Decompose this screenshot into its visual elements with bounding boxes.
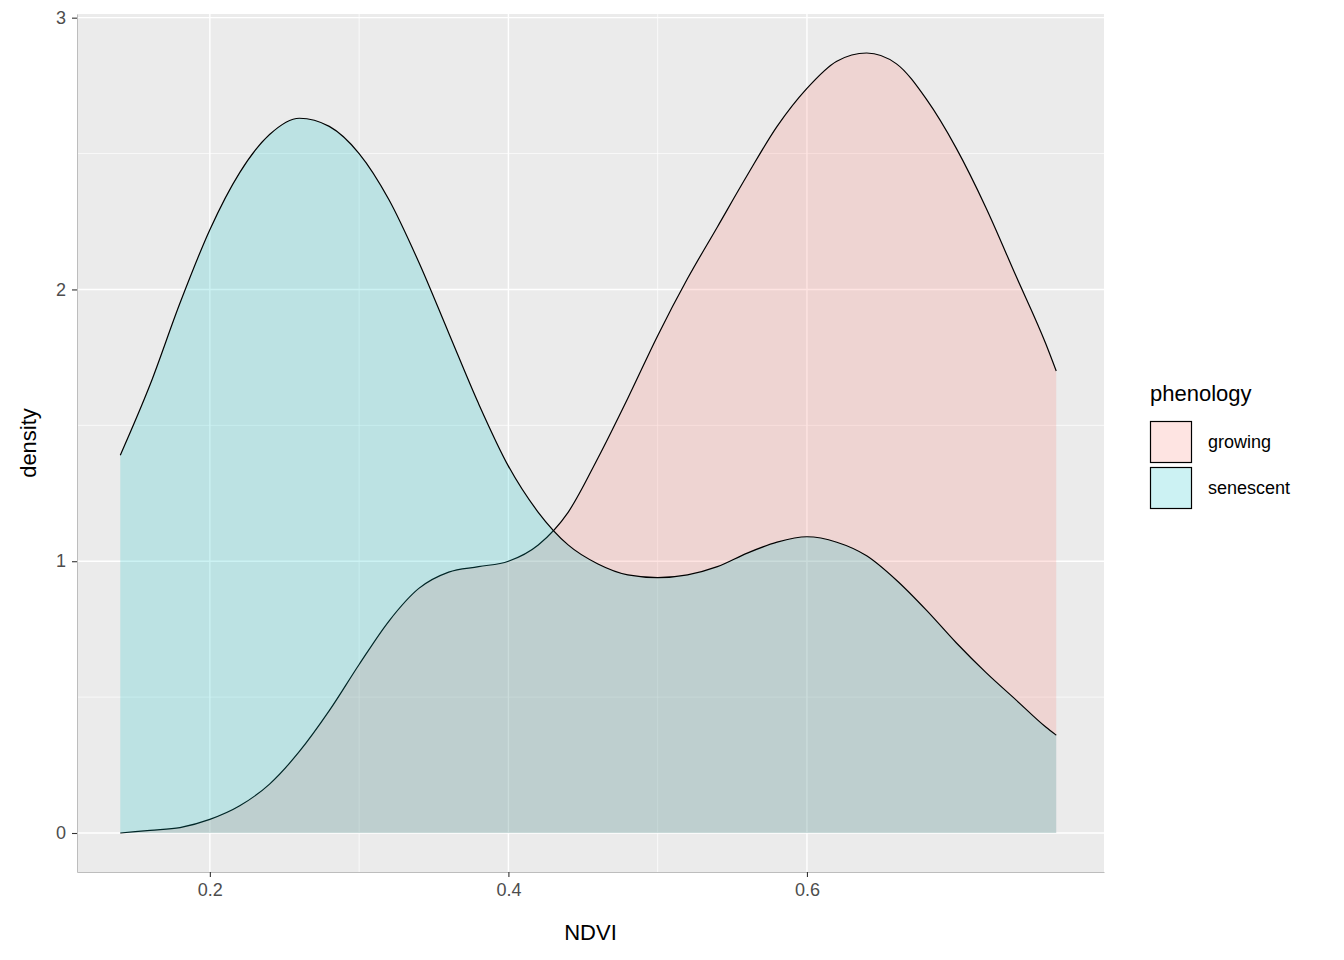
tick: 0.4 (496, 872, 521, 900)
density-area (120, 118, 1056, 833)
density-line (120, 53, 1056, 833)
tick: 0.2 (198, 872, 223, 900)
tick-mark (72, 833, 77, 834)
legend: phenology growing senescent (1150, 381, 1290, 509)
tick-label: 0.6 (795, 880, 820, 900)
legend-key-background (1150, 421, 1192, 463)
legend-label: senescent (1208, 478, 1290, 498)
density-area (120, 53, 1056, 833)
tick-label: 2 (56, 280, 66, 300)
tick: 3 (56, 8, 77, 28)
tick-label: 0.4 (496, 880, 521, 900)
tick: 0.6 (795, 872, 820, 900)
tick-label: 0.2 (198, 880, 223, 900)
tick-label: 0 (56, 823, 66, 843)
y-axis: 0 1 2 3 (56, 8, 78, 873)
tick-mark (508, 872, 509, 877)
tick-label: 3 (56, 8, 66, 28)
tick-mark (72, 289, 77, 290)
tick: 0 (56, 823, 77, 843)
grid (77, 14, 1104, 872)
y-axis-title: density (16, 408, 41, 478)
legend-label: growing (1208, 432, 1271, 452)
chart: 0.2 0.4 0.6 0 1 2 3 NDVI density phenology growing… (0, 0, 1344, 960)
tick-mark (807, 872, 808, 877)
tick-mark (72, 561, 77, 562)
axis-line (77, 15, 78, 873)
plot-area (120, 53, 1056, 833)
legend-key (1151, 468, 1192, 509)
x-axis: 0.2 0.4 0.6 (78, 872, 1105, 900)
tick: 1 (56, 551, 77, 571)
axis-line (78, 872, 1105, 873)
grid-line (77, 17, 1104, 18)
tick: 2 (56, 280, 77, 300)
tick-mark (210, 872, 211, 877)
legend-title: phenology (1150, 381, 1252, 406)
density-line (120, 118, 1056, 735)
legend-key (1151, 422, 1192, 463)
tick-mark (72, 18, 77, 19)
tick-label: 1 (56, 551, 66, 571)
legend-key-background (1150, 467, 1192, 509)
x-axis-title: NDVI (564, 920, 617, 945)
panel-background (77, 14, 1104, 872)
